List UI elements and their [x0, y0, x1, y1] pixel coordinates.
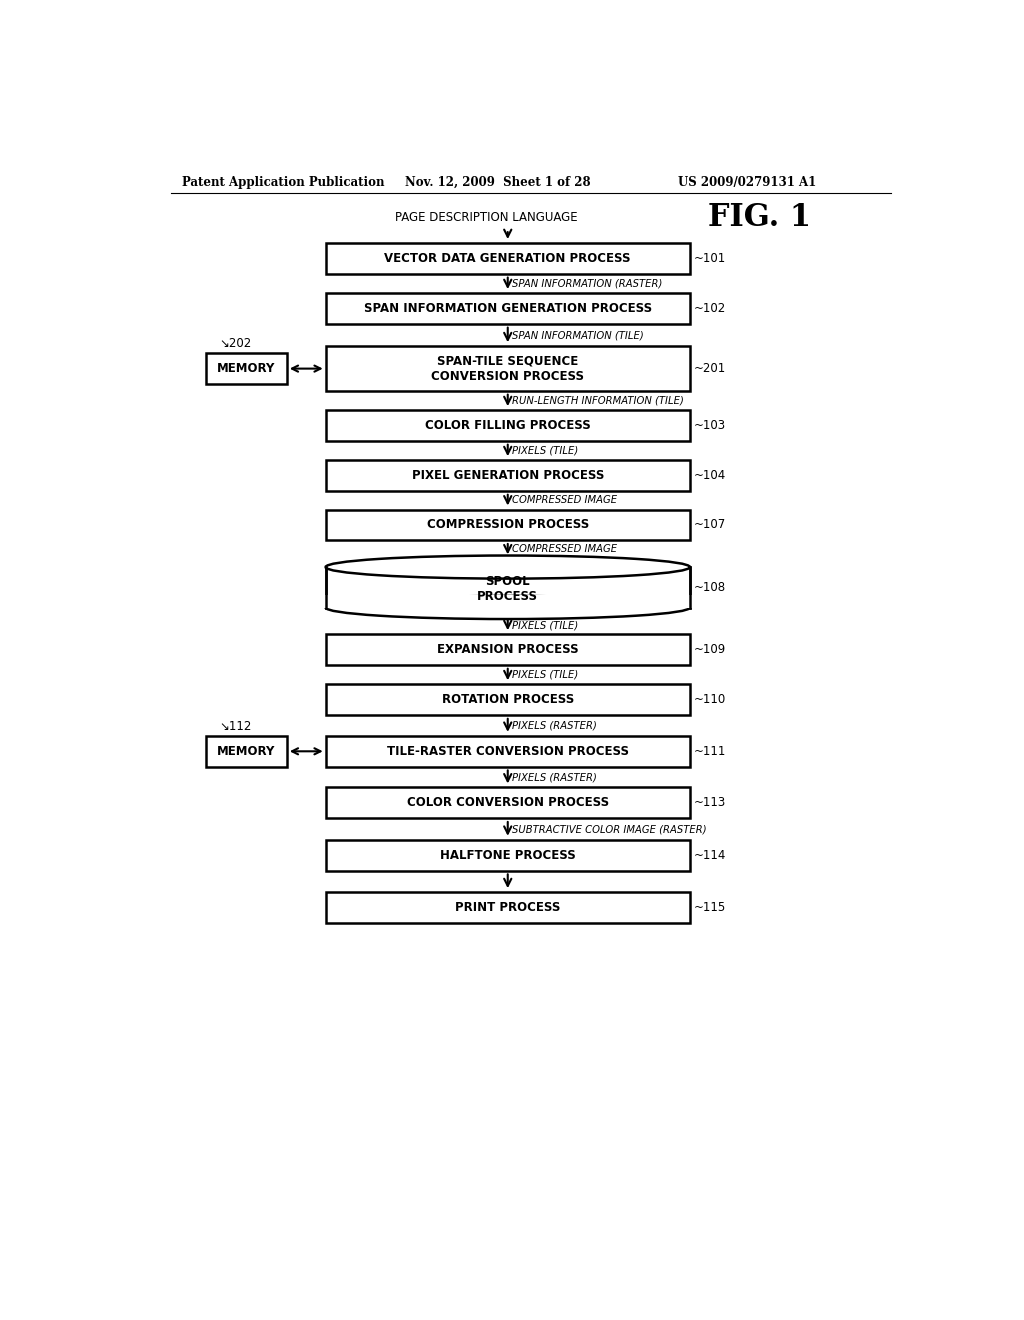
- Text: SPOOL
PROCESS: SPOOL PROCESS: [477, 574, 539, 603]
- Text: US 2009/0279131 A1: US 2009/0279131 A1: [678, 176, 816, 189]
- FancyBboxPatch shape: [206, 354, 287, 384]
- Text: ~107: ~107: [693, 519, 726, 532]
- Text: EXPANSION PROCESS: EXPANSION PROCESS: [437, 643, 579, 656]
- Text: SPAN INFORMATION (RASTER): SPAN INFORMATION (RASTER): [512, 279, 662, 289]
- Ellipse shape: [326, 556, 690, 578]
- Text: COMPRESSED IMAGE: COMPRESSED IMAGE: [512, 495, 616, 506]
- Text: SPAN INFORMATION (TILE): SPAN INFORMATION (TILE): [512, 330, 643, 341]
- Text: TILE-RASTER CONVERSION PROCESS: TILE-RASTER CONVERSION PROCESS: [387, 744, 629, 758]
- Text: ~115: ~115: [693, 902, 726, 915]
- Text: ~114: ~114: [693, 849, 726, 862]
- Text: MEMORY: MEMORY: [217, 362, 275, 375]
- Text: VECTOR DATA GENERATION PROCESS: VECTOR DATA GENERATION PROCESS: [384, 252, 631, 265]
- FancyBboxPatch shape: [326, 892, 690, 923]
- Bar: [322, 595, 693, 607]
- FancyBboxPatch shape: [326, 635, 690, 665]
- Text: FIG. 1: FIG. 1: [708, 202, 811, 234]
- Text: ~111: ~111: [693, 744, 726, 758]
- Text: COLOR CONVERSION PROCESS: COLOR CONVERSION PROCESS: [407, 796, 609, 809]
- Text: PIXELS (TILE): PIXELS (TILE): [512, 669, 578, 680]
- FancyBboxPatch shape: [326, 346, 690, 391]
- FancyBboxPatch shape: [326, 788, 690, 818]
- Ellipse shape: [326, 595, 690, 619]
- Text: PRINT PROCESS: PRINT PROCESS: [455, 902, 560, 915]
- Text: ~109: ~109: [693, 643, 726, 656]
- Text: PIXELS (RASTER): PIXELS (RASTER): [512, 772, 597, 781]
- FancyBboxPatch shape: [326, 840, 690, 871]
- Text: ~201: ~201: [693, 362, 726, 375]
- Text: ~110: ~110: [693, 693, 726, 706]
- Text: Nov. 12, 2009  Sheet 1 of 28: Nov. 12, 2009 Sheet 1 of 28: [406, 176, 591, 189]
- FancyBboxPatch shape: [326, 737, 690, 767]
- FancyBboxPatch shape: [326, 684, 690, 715]
- Text: HALFTONE PROCESS: HALFTONE PROCESS: [440, 849, 575, 862]
- FancyBboxPatch shape: [326, 243, 690, 275]
- Text: ↘202: ↘202: [219, 337, 252, 350]
- Text: ~108: ~108: [693, 581, 726, 594]
- Text: ↘112: ↘112: [219, 719, 252, 733]
- Text: ~113: ~113: [693, 796, 726, 809]
- FancyBboxPatch shape: [206, 737, 287, 767]
- Text: ~102: ~102: [693, 302, 726, 315]
- Text: Patent Application Publication: Patent Application Publication: [182, 176, 385, 189]
- Text: COMPRESSED IMAGE: COMPRESSED IMAGE: [512, 544, 616, 554]
- Text: MEMORY: MEMORY: [217, 744, 275, 758]
- Text: ROTATION PROCESS: ROTATION PROCESS: [441, 693, 573, 706]
- Text: COMPRESSION PROCESS: COMPRESSION PROCESS: [427, 519, 589, 532]
- Text: ~104: ~104: [693, 469, 726, 482]
- Text: PAGE DESCRIPTION LANGUAGE: PAGE DESCRIPTION LANGUAGE: [394, 211, 578, 224]
- Text: COLOR FILLING PROCESS: COLOR FILLING PROCESS: [425, 418, 591, 432]
- Text: ~103: ~103: [693, 418, 726, 432]
- FancyBboxPatch shape: [326, 293, 690, 323]
- Text: SUBTRACTIVE COLOR IMAGE (RASTER): SUBTRACTIVE COLOR IMAGE (RASTER): [512, 824, 707, 834]
- Text: RUN-LENGTH INFORMATION (TILE): RUN-LENGTH INFORMATION (TILE): [512, 396, 683, 405]
- Text: SPAN-TILE SEQUENCE
CONVERSION PROCESS: SPAN-TILE SEQUENCE CONVERSION PROCESS: [431, 355, 585, 383]
- Text: PIXELS (TILE): PIXELS (TILE): [512, 446, 578, 455]
- Text: PIXEL GENERATION PROCESS: PIXEL GENERATION PROCESS: [412, 469, 604, 482]
- Text: PIXELS (TILE): PIXELS (TILE): [512, 620, 578, 630]
- Text: SPAN INFORMATION GENERATION PROCESS: SPAN INFORMATION GENERATION PROCESS: [364, 302, 652, 315]
- Text: ~101: ~101: [693, 252, 726, 265]
- Text: PIXELS (RASTER): PIXELS (RASTER): [512, 721, 597, 730]
- FancyBboxPatch shape: [326, 461, 690, 491]
- FancyBboxPatch shape: [326, 411, 690, 441]
- FancyBboxPatch shape: [326, 510, 690, 540]
